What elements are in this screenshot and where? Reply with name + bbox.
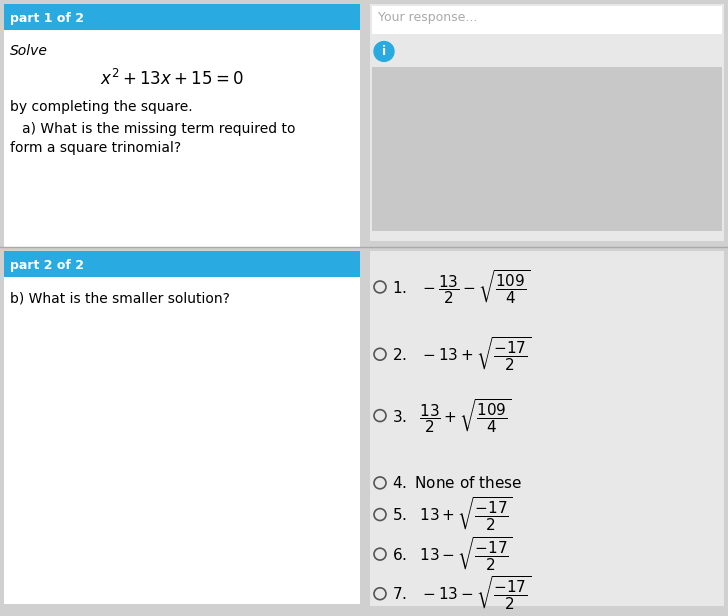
Text: part 2 of 2: part 2 of 2 xyxy=(10,259,84,272)
Text: part 1 of 2: part 1 of 2 xyxy=(10,12,84,25)
Text: $x^2 + 13x + 15 = 0$: $x^2 + 13x + 15 = 0$ xyxy=(100,69,244,89)
FancyBboxPatch shape xyxy=(4,277,360,604)
FancyBboxPatch shape xyxy=(372,67,722,230)
Text: $4.\ \mathrm{None\ of\ these}$: $4.\ \mathrm{None\ of\ these}$ xyxy=(392,475,523,491)
FancyBboxPatch shape xyxy=(4,4,360,30)
Text: $2.\ \ -13 + \sqrt{\dfrac{-17}{2}}$: $2.\ \ -13 + \sqrt{\dfrac{-17}{2}}$ xyxy=(392,336,531,373)
Text: by completing the square.: by completing the square. xyxy=(10,100,193,114)
Text: form a square trinomial?: form a square trinomial? xyxy=(10,142,181,155)
FancyBboxPatch shape xyxy=(370,4,724,241)
FancyBboxPatch shape xyxy=(372,6,722,34)
Text: i: i xyxy=(382,45,386,58)
Text: a) What is the missing term required to: a) What is the missing term required to xyxy=(22,121,296,136)
Text: $7.\ \ -13 - \sqrt{\dfrac{-17}{2}}$: $7.\ \ -13 - \sqrt{\dfrac{-17}{2}}$ xyxy=(392,575,531,612)
Text: b) What is the smaller solution?: b) What is the smaller solution? xyxy=(10,292,230,306)
FancyBboxPatch shape xyxy=(370,251,724,606)
Text: Solve: Solve xyxy=(10,44,48,59)
Text: $5.\ \ 13 + \sqrt{\dfrac{-17}{2}}$: $5.\ \ 13 + \sqrt{\dfrac{-17}{2}}$ xyxy=(392,496,513,533)
Circle shape xyxy=(374,41,394,62)
Text: $3.\ \ \dfrac{13}{2} + \sqrt{\dfrac{109}{4}}$: $3.\ \ \dfrac{13}{2} + \sqrt{\dfrac{109}… xyxy=(392,397,512,434)
FancyBboxPatch shape xyxy=(4,30,360,248)
Text: Your response...: Your response... xyxy=(378,11,478,24)
Text: $1.\ \ -\dfrac{13}{2} - \sqrt{\dfrac{109}{4}}$: $1.\ \ -\dfrac{13}{2} - \sqrt{\dfrac{109… xyxy=(392,268,530,306)
Text: $6.\ \ 13 - \sqrt{\dfrac{-17}{2}}$: $6.\ \ 13 - \sqrt{\dfrac{-17}{2}}$ xyxy=(392,535,513,573)
FancyBboxPatch shape xyxy=(4,251,360,277)
